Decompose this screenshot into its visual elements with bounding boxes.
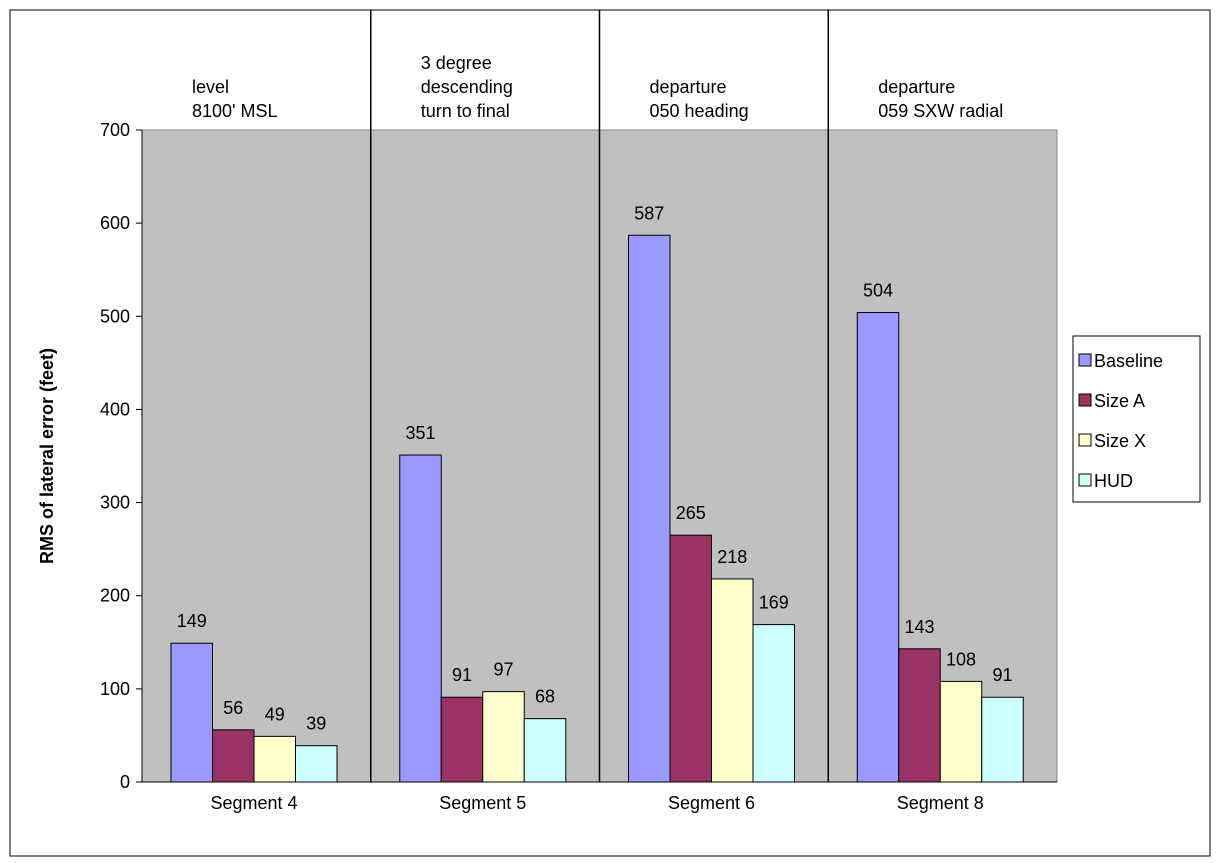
bar-hud-segment-5 <box>523 718 567 783</box>
data-label-baseline-segment-8: 504 <box>863 281 893 301</box>
data-label-baseline-segment-4: 149 <box>177 611 207 631</box>
segment-note-line: departure <box>878 77 955 97</box>
data-label-size-a-segment-5: 91 <box>452 665 472 685</box>
bar-size-a-segment-8 <box>898 648 941 783</box>
legend-swatch-hud <box>1078 473 1092 487</box>
data-label-baseline-segment-6: 587 <box>634 203 664 223</box>
segment-note-line: 050 heading <box>650 101 749 121</box>
bar-size-x-segment-6 <box>711 578 754 783</box>
data-label-size-a-segment-8: 143 <box>904 617 934 637</box>
data-label-size-x-segment-4: 49 <box>265 704 285 724</box>
bar-size-x-segment-4 <box>253 735 296 783</box>
bar-hud-segment-8 <box>981 696 1024 783</box>
segment-note-line: 3 degree <box>421 53 492 73</box>
legend-label-baseline: Baseline <box>1094 351 1163 371</box>
bar-size-a-segment-4 <box>212 729 255 783</box>
y-tick-label: 100 <box>100 679 130 699</box>
category-label-segment-8: Segment 8 <box>897 793 984 813</box>
segment-note-line: 059 SXW radial <box>878 101 1003 121</box>
y-tick-label: 300 <box>100 493 130 513</box>
legend-label-hud: HUD <box>1094 471 1133 491</box>
data-label-hud-segment-4: 39 <box>306 714 326 734</box>
bar-size-a-segment-5 <box>440 696 484 783</box>
bar-size-a-segment-6 <box>669 534 712 783</box>
data-label-size-a-segment-6: 265 <box>676 503 706 523</box>
legend-swatch-size-x <box>1078 433 1092 447</box>
y-tick-label: 400 <box>100 399 130 419</box>
segment-note-line: level <box>192 77 229 97</box>
y-tick-label: 0 <box>120 772 130 792</box>
legend-box <box>1072 335 1201 503</box>
data-label-size-x-segment-5: 97 <box>493 660 513 680</box>
y-tick-label: 700 <box>100 120 130 140</box>
bar-size-x-segment-8 <box>939 680 983 783</box>
bar-size-x-segment-5 <box>482 691 525 783</box>
data-label-baseline-segment-5: 351 <box>405 423 435 443</box>
segment-separators <box>370 10 829 782</box>
y-tick-label: 200 <box>100 586 130 606</box>
legend-swatch-size-a <box>1078 393 1092 407</box>
segment-notes: level 8100' MSL 3 degree descending turn to … <box>192 53 1003 121</box>
bar-baseline-segment-4 <box>170 642 213 783</box>
category-labels: Segment 4 Segment 5 Segment 6 Segment 8 <box>210 793 983 813</box>
y-axis-title: RMS of lateral error (feet) <box>37 348 57 564</box>
bar-hud-segment-6 <box>752 624 795 783</box>
data-label-hud-segment-8: 91 <box>992 665 1012 685</box>
data-labels: 149 56 49 39 351 91 97 68 587 265 218 169 504 143 108 9… <box>177 203 1013 733</box>
bars <box>170 234 1024 783</box>
legend-swatch-baseline <box>1078 353 1092 367</box>
category-label-segment-5: Segment 5 <box>439 793 526 813</box>
category-label-segment-4: Segment 4 <box>210 793 297 813</box>
segment-note-line: 8100' MSL <box>192 101 278 121</box>
legend: Baseline Size A Size X HUD <box>1072 335 1201 503</box>
data-label-size-x-segment-8: 108 <box>946 649 976 669</box>
bar-baseline-segment-5 <box>399 454 442 783</box>
data-label-hud-segment-5: 68 <box>535 687 555 707</box>
bar-baseline-segment-6 <box>628 234 671 783</box>
data-label-hud-segment-6: 169 <box>759 593 789 613</box>
segment-note-line: departure <box>650 77 727 97</box>
segment-note-line: turn to final <box>421 101 510 121</box>
data-label-size-a-segment-4: 56 <box>223 698 243 718</box>
legend-label-size-x: Size X <box>1094 431 1146 451</box>
y-tick-label: 500 <box>100 306 130 326</box>
legend-label-size-a: Size A <box>1094 391 1145 411</box>
data-label-size-x-segment-6: 218 <box>717 547 747 567</box>
y-tick-label: 600 <box>100 213 130 233</box>
category-label-segment-6: Segment 6 <box>668 793 755 813</box>
bar-hud-segment-4 <box>295 745 338 783</box>
segment-note-line: descending <box>421 77 513 97</box>
bar-baseline-segment-8 <box>856 312 900 783</box>
